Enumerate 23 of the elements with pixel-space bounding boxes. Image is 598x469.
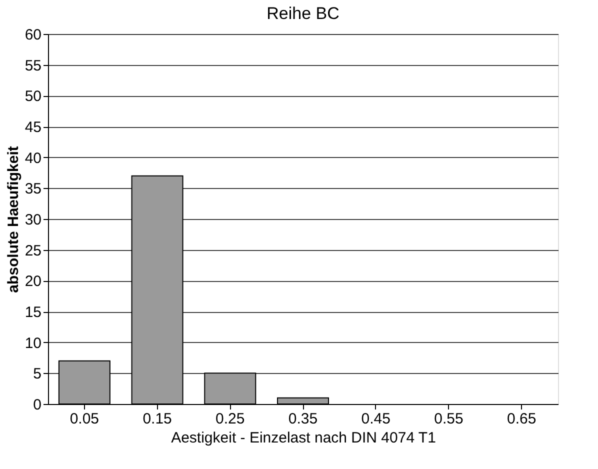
x-tick-label: 0.65 xyxy=(506,410,536,428)
y-tick-label: 60 xyxy=(24,26,42,44)
y-tick-label: 0 xyxy=(33,396,42,414)
y-tick-label: 5 xyxy=(33,366,42,383)
y-tick-label: 30 xyxy=(24,212,42,228)
x-axis-title: Aestigkeit - Einzelast nach DIN 4074 T1 xyxy=(171,430,436,446)
x-tick-label: 0.05 xyxy=(70,410,100,428)
x-tick-label: 0.35 xyxy=(288,410,318,428)
y-tick-label: 20 xyxy=(24,273,42,290)
y-tick-label: 10 xyxy=(24,334,42,352)
x-tick-label: 0.55 xyxy=(434,410,464,428)
y-axis-title: absolute Haeufigkeit xyxy=(4,146,22,293)
y-tick-label: 15 xyxy=(24,304,42,321)
y-tick-label: 55 xyxy=(24,57,42,74)
y-tick-label: 45 xyxy=(24,119,42,136)
x-tick-label: 0.45 xyxy=(361,410,390,428)
y-tick-label: 35 xyxy=(24,180,42,198)
x-tick-label: 0.15 xyxy=(142,410,172,428)
y-tick-label: 40 xyxy=(24,150,42,167)
y-tick-label: 25 xyxy=(24,242,42,260)
y-tick-label: 50 xyxy=(24,88,42,106)
x-tick-label: 0.25 xyxy=(216,410,245,428)
chart-title: Reihe BC xyxy=(266,4,340,23)
